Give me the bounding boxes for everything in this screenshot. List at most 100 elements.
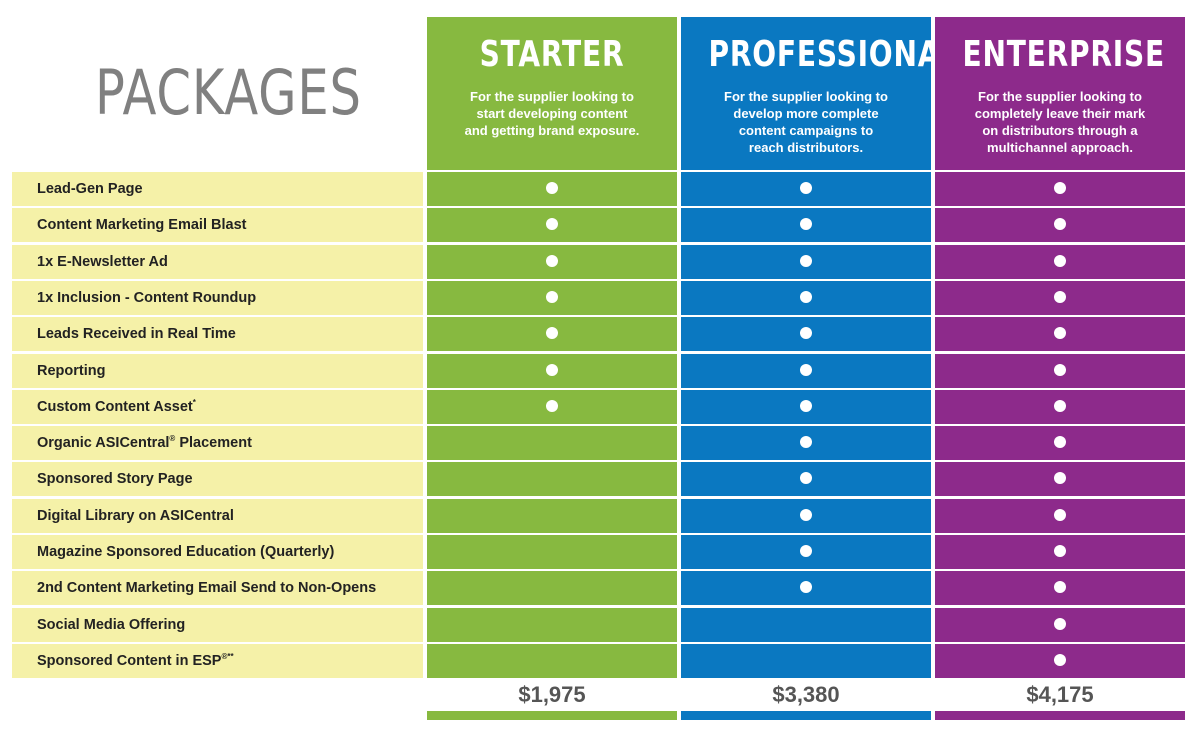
feature-cell-enterprise	[935, 498, 1185, 533]
feature-cell-starter	[427, 571, 677, 606]
feature-label: Digital Library on ASICentral	[12, 498, 423, 533]
feature-cell-enterprise	[935, 208, 1185, 243]
package-description: For the supplier looking to develop more …	[724, 89, 888, 155]
included-dot-icon	[800, 436, 812, 449]
feature-cell-starter	[427, 389, 677, 424]
footer-bar-enterprise	[935, 711, 1185, 720]
included-dot-icon	[800, 254, 812, 267]
feature-cell-professional	[681, 244, 931, 279]
feature-cell-starter	[427, 172, 677, 206]
included-dot-icon	[1054, 653, 1066, 666]
package-header-starter: STARTER For the supplier looking to start …	[427, 17, 677, 170]
included-dot-icon	[800, 290, 812, 303]
feature-cell-starter	[427, 607, 677, 642]
price-enterprise: $4,175	[1026, 682, 1094, 707]
included-dot-icon	[800, 218, 812, 231]
feature-cell-starter	[427, 317, 677, 352]
package-name: ENTERPRISE	[962, 34, 1165, 75]
feature-row: Content Marketing Email Blast	[0, 208, 1200, 243]
included-dot-icon	[546, 363, 558, 376]
included-dot-icon	[1054, 182, 1066, 194]
feature-cell-enterprise	[935, 353, 1185, 388]
included-dot-icon	[800, 581, 812, 594]
feature-label: Leads Received in Real Time	[12, 317, 423, 352]
package-header-professional: PROFESSIONAL For the supplier looking to d…	[681, 17, 959, 170]
feature-cell-professional	[681, 426, 931, 461]
feature-row: Magazine Sponsored Education (Quarterly)	[0, 535, 1200, 569]
feature-cell-enterprise	[935, 389, 1185, 424]
feature-cell-starter	[427, 426, 677, 461]
feature-label: Organic ASICentral® Placement	[12, 426, 423, 461]
included-dot-icon	[546, 218, 558, 231]
included-dot-icon	[1054, 290, 1066, 303]
included-dot-icon	[1054, 327, 1066, 340]
feature-cell-professional	[681, 172, 931, 206]
included-dot-icon	[800, 545, 812, 557]
feature-row: Lead-Gen Page	[0, 172, 1200, 206]
feature-row: Reporting	[0, 353, 1200, 388]
included-dot-icon	[800, 472, 812, 485]
feature-cell-starter	[427, 535, 677, 569]
feature-cell-enterprise	[935, 571, 1185, 606]
feature-row: Organic ASICentral® Placement	[0, 426, 1200, 461]
feature-cell-enterprise	[935, 317, 1185, 352]
feature-cell-enterprise	[935, 426, 1185, 461]
included-dot-icon	[1054, 581, 1066, 594]
included-dot-icon	[1054, 399, 1066, 412]
feature-cell-professional	[681, 498, 931, 533]
price-professional: $3,380	[772, 682, 840, 707]
package-header-enterprise: ENTERPRISE For the supplier looking to com…	[935, 17, 1185, 170]
included-dot-icon	[546, 182, 558, 194]
price-starter: $1,975	[518, 682, 586, 707]
included-dot-icon	[1054, 254, 1066, 267]
footer-bar-starter	[427, 711, 677, 720]
feature-row: Leads Received in Real Time	[0, 317, 1200, 352]
included-dot-icon	[800, 327, 812, 340]
feature-label: Social Media Offering	[12, 607, 423, 642]
included-dot-icon	[1054, 472, 1066, 485]
included-dot-icon	[800, 508, 812, 521]
page-title: PACKAGES	[95, 56, 362, 129]
included-dot-icon	[1054, 617, 1066, 630]
included-dot-icon	[1054, 363, 1066, 376]
feature-cell-professional	[681, 643, 931, 678]
package-name: PROFESSIONAL	[708, 34, 959, 75]
feature-label: 2nd Content Marketing Email Send to Non-…	[12, 571, 423, 606]
feature-cell-starter	[427, 643, 677, 678]
feature-cell-starter	[427, 208, 677, 243]
feature-row: 1x E-Newsletter Ad	[0, 244, 1200, 279]
feature-cell-professional	[681, 535, 931, 569]
feature-row: Social Media Offering	[0, 607, 1200, 642]
package-description: For the supplier looking to start develop…	[464, 89, 640, 138]
feature-row: 1x Inclusion - Content Roundup	[0, 280, 1200, 315]
feature-cell-professional	[681, 571, 931, 606]
feature-cell-enterprise	[935, 244, 1185, 279]
included-dot-icon	[800, 399, 812, 412]
feature-cell-professional	[681, 280, 931, 315]
feature-label: Sponsored Story Page	[12, 462, 423, 497]
feature-cell-enterprise	[935, 280, 1185, 315]
feature-cell-starter	[427, 462, 677, 497]
feature-cell-enterprise	[935, 607, 1185, 642]
feature-row: Digital Library on ASICentral	[0, 498, 1200, 533]
feature-label: Magazine Sponsored Education (Quarterly)	[12, 535, 423, 569]
feature-cell-starter	[427, 498, 677, 533]
feature-cell-enterprise	[935, 172, 1185, 206]
feature-label: Custom Content Asset*	[12, 389, 423, 424]
feature-cell-professional	[681, 389, 931, 424]
feature-cell-professional	[681, 462, 931, 497]
feature-cell-professional	[681, 208, 931, 243]
feature-label: 1x E-Newsletter Ad	[12, 244, 423, 279]
package-name: STARTER	[479, 34, 625, 75]
included-dot-icon	[1054, 545, 1066, 557]
included-dot-icon	[546, 254, 558, 267]
included-dot-icon	[800, 182, 812, 194]
feature-row: Sponsored Story Page	[0, 462, 1200, 497]
included-dot-icon	[1054, 508, 1066, 521]
included-dot-icon	[800, 363, 812, 376]
feature-label: Sponsored Content in ESP®**	[12, 643, 423, 678]
feature-cell-enterprise	[935, 643, 1185, 678]
included-dot-icon	[546, 327, 558, 340]
feature-cell-starter	[427, 244, 677, 279]
feature-row: Sponsored Content in ESP®**	[0, 643, 1200, 678]
